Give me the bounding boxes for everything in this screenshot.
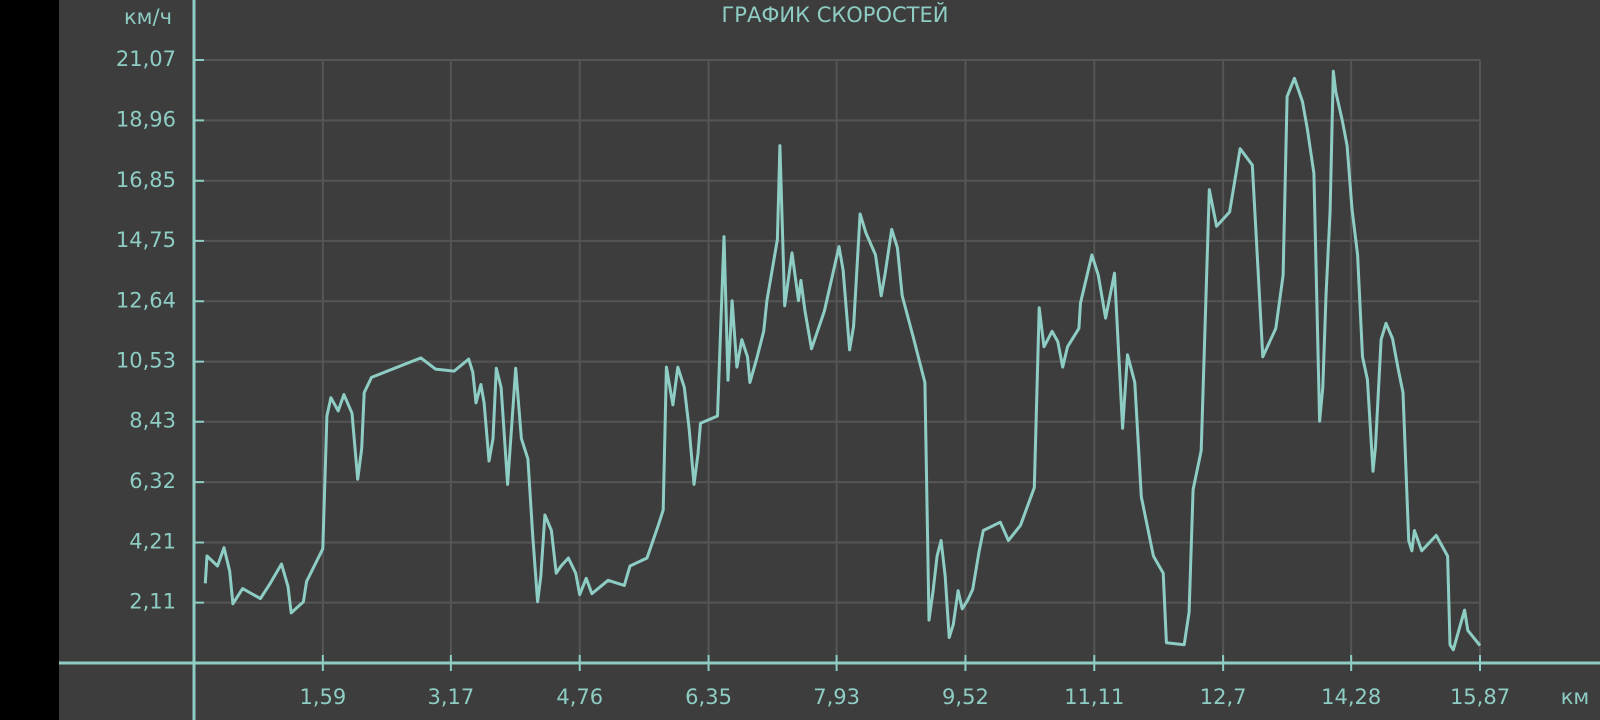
x-tick-label: 4,76 — [556, 685, 603, 709]
x-tick-label: 15,87 — [1450, 685, 1510, 709]
x-tick-label: 9,52 — [942, 685, 989, 709]
y-tick-label: 6,32 — [129, 469, 176, 493]
y-axis-label: км/ч — [124, 5, 172, 29]
y-tick-label: 10,53 — [116, 349, 176, 373]
x-tick-label: 14,28 — [1321, 685, 1381, 709]
x-tick-label: 7,93 — [813, 685, 860, 709]
y-tick-label: 21,07 — [116, 47, 176, 71]
x-tick-label: 11,11 — [1064, 685, 1124, 709]
chart-title: ГРАФИК СКОРОСТЕЙ — [722, 2, 949, 27]
y-tick-label: 8,43 — [129, 409, 176, 433]
y-tick-label: 16,85 — [116, 168, 176, 192]
x-tick-label: 3,17 — [427, 685, 474, 709]
y-tick-label: 2,11 — [129, 590, 176, 614]
y-tick-label: 14,75 — [116, 228, 176, 252]
speed-line — [203, 69, 1482, 652]
x-tick-label: 6,35 — [685, 685, 732, 709]
x-axis-label: км — [1561, 685, 1590, 709]
x-tick-label: 12,7 — [1200, 685, 1247, 709]
y-tick-label: 12,64 — [116, 288, 176, 312]
y-tick-label: 18,96 — [116, 107, 176, 131]
x-tick-label: 1,59 — [299, 685, 346, 709]
y-tick-label: 4,21 — [129, 530, 176, 554]
